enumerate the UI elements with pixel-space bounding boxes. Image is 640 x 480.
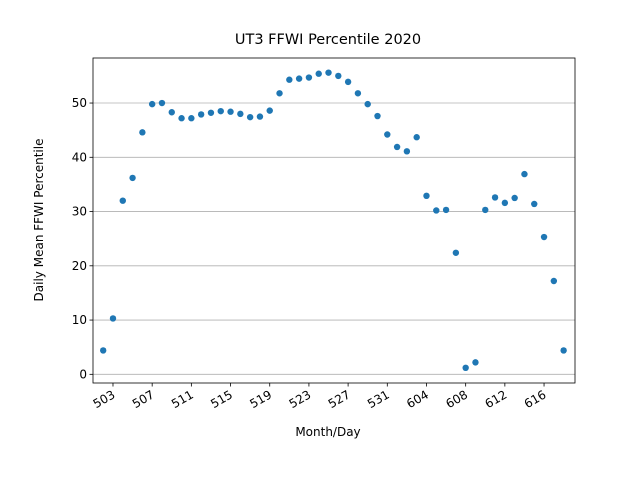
- point: [511, 194, 518, 202]
- point: [276, 90, 283, 97]
- y-tick-label: 50: [72, 96, 87, 110]
- point: [413, 134, 420, 141]
- point: [531, 200, 538, 208]
- point: [109, 315, 117, 322]
- y-tick-label: 30: [72, 205, 87, 219]
- point: [354, 90, 362, 97]
- point: [472, 359, 479, 366]
- point: [491, 194, 499, 201]
- point: [442, 206, 450, 214]
- y-tick-label: 0: [79, 367, 87, 381]
- x-tick-label: 523: [287, 387, 314, 411]
- point: [178, 115, 185, 122]
- point: [403, 148, 411, 155]
- point: [462, 364, 469, 372]
- x-tick-label: 531: [365, 387, 392, 411]
- x-tick-label: 608: [443, 387, 470, 411]
- x-axis-label: Month/Day: [295, 425, 360, 439]
- point: [197, 111, 205, 118]
- x-tick-label: 527: [326, 387, 353, 411]
- point: [217, 107, 224, 115]
- point: [521, 170, 528, 178]
- point: [119, 197, 126, 204]
- point: [129, 174, 136, 182]
- point: [158, 99, 166, 107]
- point: [305, 74, 313, 81]
- point: [433, 207, 440, 214]
- point: [99, 347, 107, 354]
- y-tick-label: 10: [72, 313, 87, 327]
- point: [335, 72, 342, 80]
- point: [168, 109, 175, 116]
- point: [384, 131, 391, 138]
- point: [246, 113, 254, 121]
- plot-frame: [92, 57, 576, 384]
- point: [482, 206, 489, 214]
- point: [139, 129, 146, 136]
- point: [237, 110, 244, 118]
- point: [295, 75, 303, 82]
- point: [256, 113, 264, 120]
- point: [266, 107, 273, 114]
- point: [393, 143, 401, 151]
- point: [540, 233, 548, 241]
- point: [344, 78, 352, 86]
- chart-title: UT3 FFWI Percentile 2020: [235, 32, 421, 48]
- x-tick-label: 519: [247, 387, 274, 411]
- x-tick-label: 612: [483, 387, 510, 411]
- point: [286, 76, 293, 83]
- y-tick-label: 20: [72, 259, 87, 273]
- point: [315, 70, 322, 77]
- point: [550, 277, 558, 285]
- point: [148, 100, 156, 108]
- point: [452, 249, 460, 256]
- point: [188, 115, 195, 122]
- x-tick-label: 616: [522, 387, 549, 411]
- point: [560, 347, 567, 354]
- x-tick-label: 515: [208, 387, 235, 411]
- x-tick-label: 503: [91, 387, 118, 411]
- point: [423, 192, 430, 200]
- x-tick-label: 511: [169, 387, 196, 411]
- point: [374, 112, 381, 120]
- y-tick-label: 40: [72, 150, 87, 164]
- x-tick-label: 507: [130, 387, 157, 411]
- x-tick-label: 604: [404, 387, 431, 411]
- point: [501, 199, 509, 207]
- point: [325, 69, 332, 76]
- point: [207, 109, 215, 116]
- point: [364, 100, 371, 108]
- y-axis-label: Daily Mean FFWI Percentile: [32, 139, 46, 302]
- point: [227, 108, 234, 115]
